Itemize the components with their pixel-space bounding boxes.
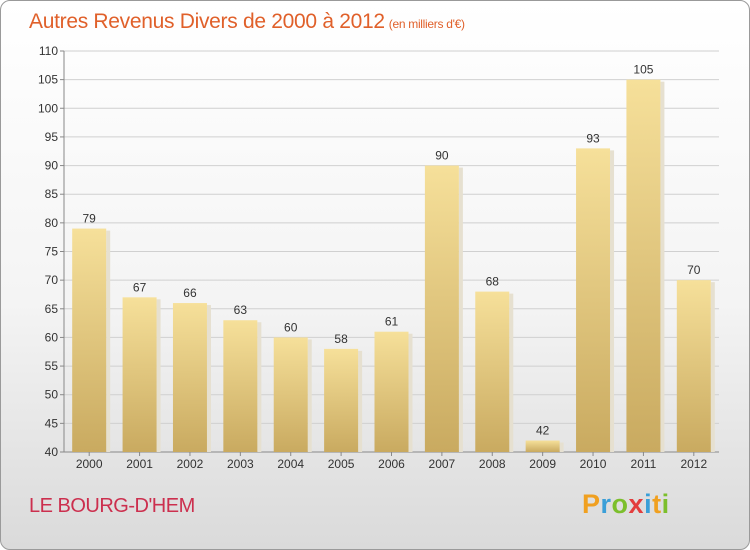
x-tick-label-2005: 2005 — [328, 457, 355, 471]
y-tick-label: 85 — [45, 187, 59, 201]
bar-shadow — [106, 230, 111, 452]
x-tick-label-2004: 2004 — [277, 457, 304, 471]
bar-2004 — [273, 337, 308, 452]
bars — [72, 79, 715, 453]
data-label-2000: 79 — [83, 212, 97, 226]
y-tick-label: 105 — [38, 73, 58, 87]
bar-shadow — [358, 350, 363, 452]
x-tick-label-2006: 2006 — [378, 457, 405, 471]
y-tick-label: 80 — [45, 216, 59, 230]
y-tick-label: 40 — [45, 445, 59, 459]
bar-2012 — [676, 280, 711, 452]
y-tick-label: 95 — [45, 130, 59, 144]
bar-2002 — [172, 303, 207, 452]
bar-shadow — [660, 81, 665, 453]
data-label-2009: 42 — [536, 424, 550, 438]
chart-title: Autres Revenus Divers de 2000 à 2012 (en … — [29, 10, 465, 34]
x-tick-label-2002: 2002 — [177, 457, 204, 471]
bar-shadow — [307, 339, 312, 452]
bar-2007 — [424, 165, 459, 453]
bar-2011 — [626, 79, 661, 453]
bar-2003 — [223, 320, 258, 452]
x-tick-label-2011: 2011 — [631, 457, 657, 471]
bar-shadow — [458, 167, 463, 453]
data-label-2001: 67 — [133, 280, 147, 294]
bar-2000 — [72, 228, 107, 452]
bar-2006 — [374, 331, 409, 452]
x-tick-label-2003: 2003 — [227, 457, 254, 471]
bar-shadow — [559, 442, 564, 452]
data-label-2005: 58 — [334, 332, 348, 346]
data-label-2003: 63 — [234, 303, 248, 317]
x-tick-label-2012: 2012 — [680, 457, 707, 471]
y-tick-label: 50 — [45, 388, 59, 402]
bar-2009 — [525, 440, 560, 452]
data-label-2010: 93 — [586, 131, 600, 145]
data-label-2006: 61 — [385, 315, 399, 329]
bar-2005 — [324, 348, 359, 452]
data-label-2011: 105 — [633, 63, 653, 77]
bar-2008 — [475, 291, 510, 452]
data-label-2008: 68 — [486, 275, 500, 289]
x-tick-label-2007: 2007 — [429, 457, 456, 471]
x-tick-label-2010: 2010 — [580, 457, 607, 471]
x-tick-label-2000: 2000 — [76, 457, 103, 471]
bar-shadow — [408, 333, 413, 452]
location-name: LE BOURG-D'HEM — [29, 495, 195, 517]
y-tick-label: 70 — [45, 273, 59, 287]
y-tick-label: 60 — [45, 330, 59, 344]
bar-2010 — [576, 148, 611, 452]
y-tick-label: 45 — [45, 416, 59, 430]
y-tick-label: 100 — [38, 101, 58, 115]
labels: 79 2000 67 2001 66 2002 63 2003 60 2004 58 2005 61 20… — [76, 63, 708, 471]
data-label-2007: 90 — [435, 149, 449, 163]
data-label-2012: 70 — [687, 263, 701, 277]
data-label-2004: 60 — [284, 320, 298, 334]
bar-shadow — [710, 282, 715, 452]
bar-2001 — [122, 297, 157, 452]
y-tick-label: 65 — [45, 302, 59, 316]
x-tick-label-2008: 2008 — [479, 457, 506, 471]
x-tick-label-2009: 2009 — [529, 457, 556, 471]
proxiti-logo: Proxiti — [582, 489, 670, 519]
bar-shadow — [156, 299, 161, 452]
data-label-2002: 66 — [183, 286, 197, 300]
x-tick-label-2001: 2001 — [126, 457, 153, 471]
y-tick-label: 55 — [45, 359, 59, 373]
chart-subtitle: (en milliers d'€) — [388, 17, 465, 31]
y-tick-label: 110 — [39, 44, 58, 58]
chart-title-text: Autres Revenus Divers de 2000 à 2012 — [29, 10, 385, 33]
y-tick-label: 90 — [45, 159, 59, 173]
bar-shadow — [206, 305, 211, 452]
bar-shadow — [509, 293, 514, 452]
y-tick-label: 75 — [45, 245, 59, 259]
bar-shadow — [610, 150, 615, 452]
bar-shadow — [257, 322, 262, 452]
